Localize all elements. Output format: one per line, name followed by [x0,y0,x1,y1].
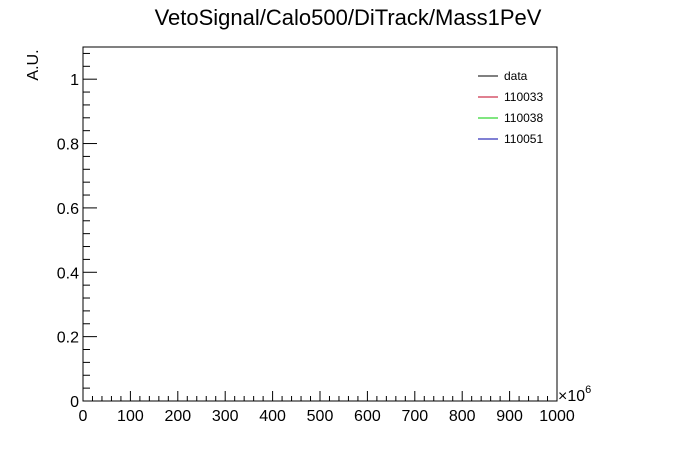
legend-label-data: data [504,69,528,83]
x-tick-label: 700 [401,408,428,425]
legend: data 110033 110038 110051 [478,69,543,146]
x-axis: 0 100 200 300 400 500 600 700 800 900 1000 [79,391,575,425]
x-tick-label: 800 [449,408,476,425]
x-tick-label: 600 [354,408,381,425]
y-tick-label: 0 [70,394,79,411]
legend-label-110051: 110051 [504,132,543,146]
x-tick-label: 0 [79,408,88,425]
y-axis-label: A.U. [25,49,42,80]
x-axis-exponent: ×106 [558,384,591,405]
legend-label-110038: 110038 [504,111,543,125]
x-axis-exponent-base: ×10 [558,388,585,405]
x-tick-label: 900 [496,408,523,425]
x-tick-label: 500 [307,408,334,425]
y-tick-label: 0.8 [57,137,79,154]
y-tick-label: 0.2 [57,330,79,347]
y-tick-label: 1 [70,72,79,89]
y-tick-label: 0.4 [57,265,79,282]
x-tick-label: 300 [212,408,239,425]
x-tick-label: 200 [164,408,191,425]
chart-title: VetoSignal/Calo500/DiTrack/Mass1PeV [155,5,542,30]
x-tick-label: 400 [259,408,286,425]
y-tick-label: 0.6 [57,201,79,218]
y-axis: 0 0.2 0.4 0.6 0.8 1 [57,52,97,411]
plot-frame [82,46,558,402]
x-tick-label: 100 [117,408,144,425]
x-axis-exponent-power: 6 [585,384,591,396]
legend-label-110033: 110033 [504,90,543,104]
x-tick-label: 1000 [539,408,575,425]
